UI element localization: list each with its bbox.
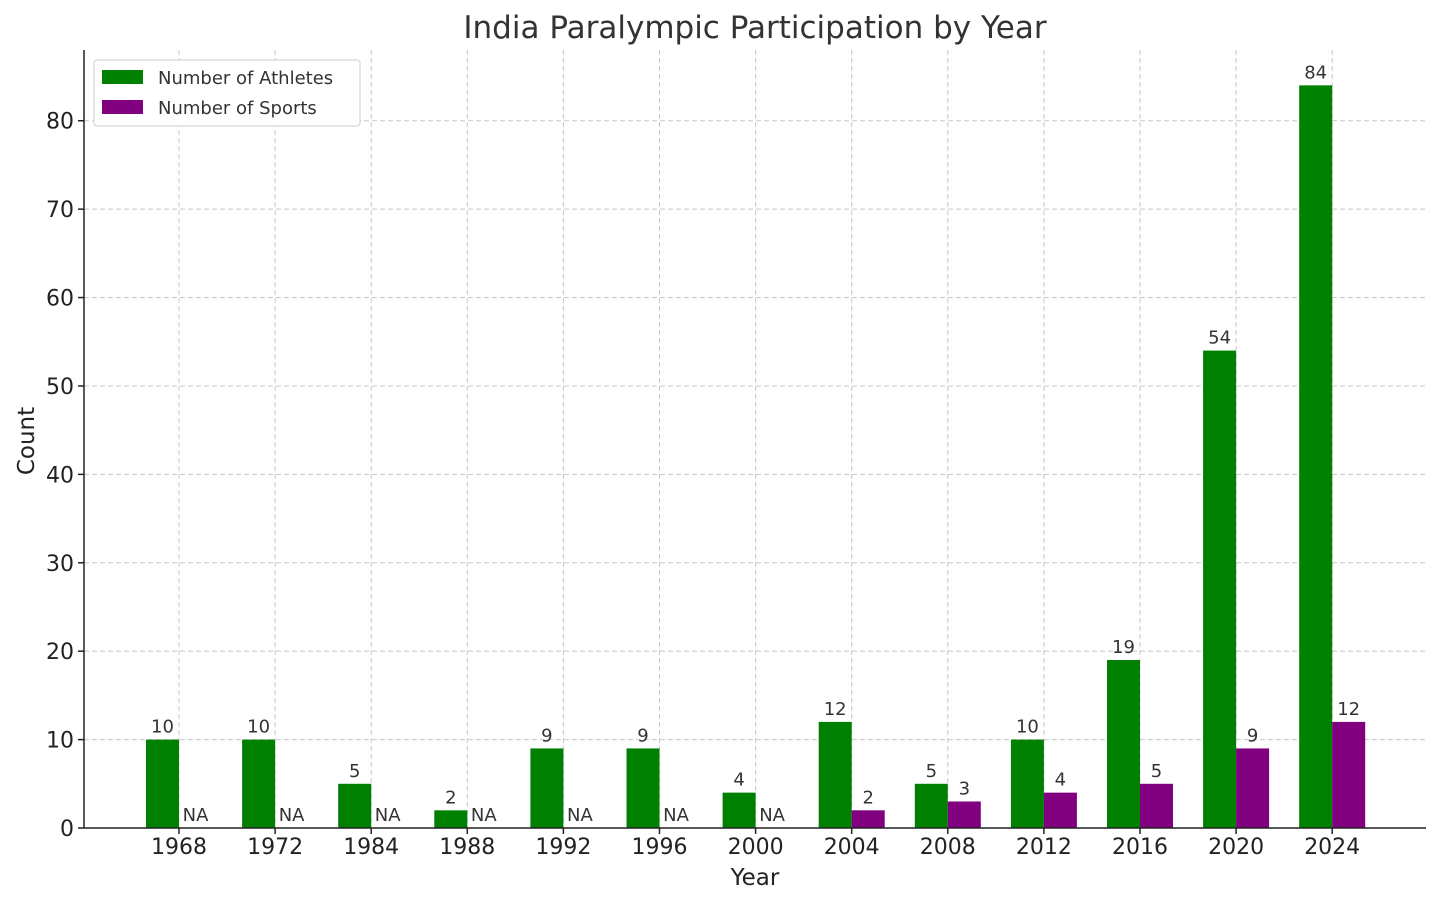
legend-frame (93, 59, 361, 127)
chart-title: India Paralympic Participation by Year (463, 10, 1046, 46)
athletes-value-label: 10 (151, 717, 174, 738)
sports-value-label: NA (759, 805, 785, 826)
y-tick-label: 30 (46, 552, 74, 577)
y-tick-label: 50 (46, 375, 74, 400)
athletes-bar (1203, 350, 1237, 828)
legend-swatch-sports (102, 100, 143, 114)
athletes-value-label: 84 (1304, 62, 1327, 83)
x-tick-label: 2020 (1208, 835, 1264, 860)
sports-value-label: 4 (1055, 770, 1066, 791)
y-tick-label: 40 (46, 463, 74, 488)
x-tick-label: 2016 (1112, 835, 1168, 860)
y-tick-label: 20 (46, 640, 74, 665)
x-tick-label: 2004 (824, 835, 880, 860)
axes-layer (78, 50, 1426, 834)
athletes-bar (530, 748, 564, 828)
sports-bar (1332, 721, 1366, 828)
athletes-value-label: 12 (824, 699, 847, 720)
athletes-value-label: 5 (926, 761, 937, 782)
sports-bar (947, 801, 981, 828)
athletes-value-label: 2 (445, 787, 456, 808)
athletes-bar (242, 739, 276, 828)
bars-layer (146, 85, 1366, 828)
athletes-bar (1010, 739, 1044, 828)
sports-value-label: 2 (862, 787, 873, 808)
athletes-bar (1299, 85, 1333, 828)
x-tick-label: 2012 (1016, 835, 1072, 860)
legend-label-athletes: Number of Athletes (158, 68, 333, 89)
sports-bar (1236, 748, 1270, 828)
athletes-value-label: 54 (1208, 328, 1231, 349)
x-tick-label: 1988 (439, 835, 495, 860)
y-tick-label: 60 (46, 287, 74, 312)
athletes-value-label: 19 (1112, 637, 1135, 658)
sports-value-label: NA (567, 805, 593, 826)
y-tick-label: 80 (46, 110, 74, 135)
x-tick-label: 2024 (1304, 835, 1360, 860)
x-tick-label: 2000 (728, 835, 784, 860)
sports-value-label: NA (375, 805, 401, 826)
sports-value-label: NA (663, 805, 689, 826)
athletes-bar (1107, 660, 1140, 828)
sports-value-label: 3 (959, 778, 970, 799)
athletes-bar (722, 792, 756, 828)
athletes-bar (626, 748, 660, 828)
sports-value-label: 12 (1337, 699, 1360, 720)
athletes-value-label: 5 (349, 761, 360, 782)
athletes-bar (146, 739, 179, 828)
x-tick-label: 1968 (151, 835, 207, 860)
athletes-bar (338, 783, 372, 828)
legend-label-sports: Number of Sports (158, 98, 317, 119)
athletes-value-label: 9 (637, 725, 648, 746)
athletes-value-label: 10 (247, 717, 270, 738)
athletes-bar (434, 810, 468, 828)
x-tick-label: 1996 (632, 835, 688, 860)
sports-value-label: NA (279, 805, 305, 826)
athletes-value-label: 10 (1016, 717, 1039, 738)
legend: Number of Athletes Number of Sports (93, 59, 361, 127)
x-tick-label: 1972 (247, 835, 303, 860)
sports-value-label: 9 (1247, 725, 1258, 746)
x-tick-label: 1984 (343, 835, 399, 860)
y-tick-label: 70 (46, 198, 74, 223)
sports-bar (1140, 783, 1173, 828)
sports-bar (1043, 792, 1077, 828)
x-axis-label: Year (730, 865, 780, 891)
legend-swatch-athletes (102, 70, 143, 84)
x-tick-label: 1992 (535, 835, 591, 860)
y-tick-label: 0 (60, 817, 74, 842)
y-axis-label: Count (14, 407, 40, 475)
sports-value-label: NA (183, 805, 209, 826)
athletes-bar (914, 783, 948, 828)
athletes-value-label: 4 (733, 770, 744, 791)
sports-value-label: 5 (1151, 761, 1162, 782)
y-tick-label: 10 (46, 729, 74, 754)
x-tick-label: 2008 (920, 835, 976, 860)
sports-value-label: NA (471, 805, 497, 826)
athletes-value-label: 9 (541, 725, 552, 746)
athletes-bar (818, 721, 852, 828)
data-labels-layer: 10 10 5 2 9 9 4 12 5 10 19 54 84 NA NA NA NA NA NA NA 2 3 4 5 9 1… (151, 62, 1360, 826)
sports-bar (851, 810, 885, 828)
